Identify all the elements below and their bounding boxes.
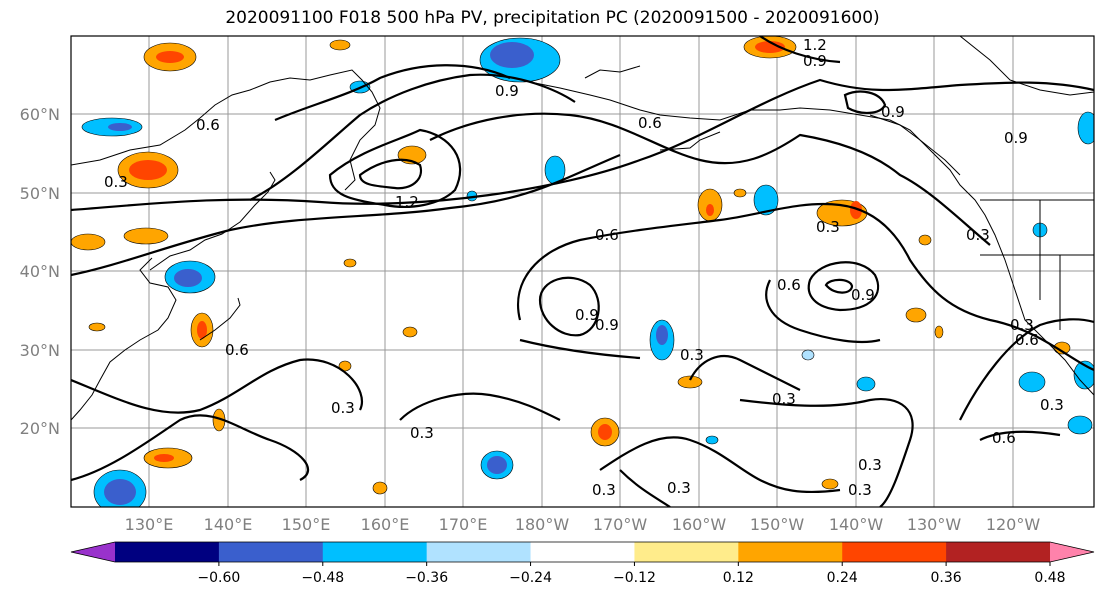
contour-label: 1.2 <box>395 193 419 211</box>
colorbar-segment <box>738 542 843 562</box>
colorbar-segment <box>218 542 324 562</box>
graticule <box>71 36 1094 507</box>
contour-label: 0.9 <box>595 316 619 334</box>
colorbar-segment <box>426 542 532 562</box>
lon-label: 150°E <box>282 515 331 534</box>
contour-label: 0.3 <box>331 399 355 417</box>
colorbar-min-extension <box>71 542 115 562</box>
lon-label: 170°W <box>593 515 648 534</box>
colorbar-tick-label: −0.60 <box>197 570 240 586</box>
colorbar-tick-label: −0.12 <box>613 570 656 586</box>
lon-label: 140°W <box>829 515 884 534</box>
contour-label: 0.9 <box>1004 129 1028 147</box>
colorbar-tick-label: 0.24 <box>827 570 858 586</box>
contour-label: 0.3 <box>1010 316 1034 334</box>
contour-label: 0.3 <box>816 218 840 236</box>
lon-label: 170°E <box>439 515 488 534</box>
contour-label: 0.9 <box>881 103 905 121</box>
contour-label: 0.6 <box>225 341 249 359</box>
lat-label: 30°N <box>20 341 60 360</box>
contour-label: 0.6 <box>992 429 1016 447</box>
map-frame <box>70 35 1095 508</box>
contour-label: 1.2 <box>803 36 827 54</box>
lon-label: 120°W <box>986 515 1041 534</box>
colorbar-tick-label: 0.48 <box>1034 570 1065 586</box>
colorbar-tick-label: 0.12 <box>723 570 754 586</box>
colorbar-segment <box>634 542 739 562</box>
contour-label: 0.6 <box>1015 331 1039 349</box>
contour-label: 0.6 <box>638 114 662 132</box>
contour-label: 0.9 <box>575 306 599 324</box>
lon-label: 150°W <box>750 515 805 534</box>
colorbar-tick-label: 0.36 <box>931 570 962 586</box>
colorbar-tick-label: −0.24 <box>509 570 552 586</box>
lat-label: 20°N <box>20 419 60 438</box>
colorbar-segment <box>322 542 428 562</box>
longitude-labels: 130°E 140°E 150°E 160°E 170°E 180°W 170°… <box>125 515 1041 534</box>
lon-label: 160°E <box>361 515 410 534</box>
contour-label: 0.3 <box>772 390 796 408</box>
contour-label: 0.3 <box>680 346 704 364</box>
lon-label: 140°E <box>204 515 253 534</box>
colorbar: −0.60 −0.48 −0.36 −0.24 −0.12 0.12 0.24 0.36 0.4… <box>70 541 1095 586</box>
lon-label: 130°W <box>907 515 962 534</box>
contour-label: 0.9 <box>851 286 875 304</box>
lat-label: 60°N <box>20 105 60 124</box>
colorbar-segment <box>530 542 635 562</box>
colorbar-segment <box>946 542 1051 562</box>
contour-label: 0.9 <box>803 52 827 70</box>
colorbar-outline <box>70 541 1095 563</box>
latitude-labels: 60°N 50°N 40°N 30°N 20°N <box>20 105 60 438</box>
contour-label: 0.9 <box>495 82 519 100</box>
lat-label: 50°N <box>20 184 60 203</box>
contour-label: 0.6 <box>196 116 220 134</box>
colorbar-tick-label: −0.36 <box>405 570 448 586</box>
contour-label: 0.3 <box>104 173 128 191</box>
contour-labels: 0.6 0.3 1.2 0.9 0.6 0.6 0.9 1.2 0.9 0.9 … <box>104 36 1064 499</box>
contour-label: 0.3 <box>848 481 872 499</box>
colorbar-tick-label: −0.48 <box>301 570 344 586</box>
contour-label: 0.3 <box>966 226 990 244</box>
colorbar-segment <box>842 542 947 562</box>
contour-label: 0.3 <box>592 481 616 499</box>
contour-label: 0.6 <box>777 276 801 294</box>
contour-label: 0.3 <box>410 424 434 442</box>
contour-label: 0.3 <box>858 456 882 474</box>
pv-contours <box>71 36 1094 507</box>
lon-label: 160°W <box>672 515 727 534</box>
lat-label: 40°N <box>20 262 60 281</box>
coastlines <box>71 36 1094 421</box>
colorbar-max-extension <box>1050 542 1094 562</box>
colorbar-segment <box>115 542 220 562</box>
contour-label: 0.3 <box>1040 396 1064 414</box>
map-title: 2020091100 F018 500 hPa PV, precipitatio… <box>225 8 880 28</box>
contour-label: 0.6 <box>595 226 619 244</box>
contour-label: 0.3 <box>667 479 691 497</box>
lon-label: 130°E <box>125 515 174 534</box>
lon-label: 180°W <box>515 515 570 534</box>
